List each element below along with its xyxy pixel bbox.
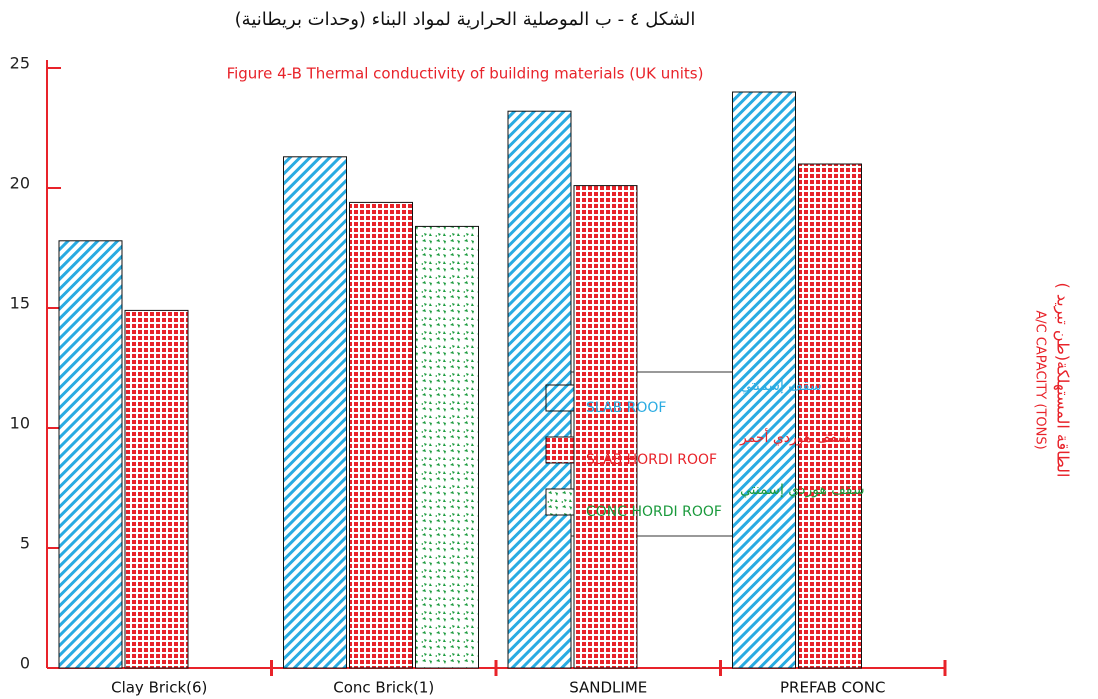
x-tick-label: Clay Brick(6) [111, 679, 207, 697]
chart-title: Figure 4-B Thermal conductivity of build… [227, 65, 704, 83]
legend-swatch [545, 436, 575, 464]
bar [124, 309, 189, 669]
x-tick-label: PREFAB CONC [780, 679, 886, 697]
y-tick-label: 15 [10, 294, 30, 313]
y-axis-label-ar: الطاقة المستهلكة(طن تبريد ) [1053, 283, 1073, 478]
legend-label-ar: سقف إسمنتي [740, 378, 822, 394]
y-tick-label: 25 [10, 54, 30, 73]
y-tick-label: 0 [20, 654, 30, 673]
chart-title-ar: الشكل ٤ - ب الموصلية الحرارية لمواد البن… [235, 9, 696, 30]
bar [58, 240, 123, 669]
legend-label-ar: سقف هوردي أحمر [739, 428, 849, 446]
legend-label: SLAB HORDI ROOF [586, 452, 717, 468]
legend-label: CONC HORDI ROOF [586, 504, 722, 520]
x-tick-label: SANDLIME [569, 679, 647, 697]
bar [573, 185, 638, 669]
legend-swatch [545, 384, 575, 412]
y-tick-label: 10 [10, 414, 30, 433]
bar [798, 163, 862, 669]
bar [732, 91, 796, 669]
y-tick-label: 20 [10, 174, 30, 193]
bar [415, 225, 479, 669]
y-axis-label: A/C CAPACITY (TONS) [1033, 310, 1048, 449]
legend-label-ar: سقف هوردي إسمنتي [740, 482, 865, 498]
bar [349, 201, 413, 669]
bar [283, 156, 347, 669]
legend-swatch [545, 488, 575, 516]
legend-label: SLAB ROOF [586, 400, 666, 416]
x-tick-label: Conc Brick(1) [333, 679, 434, 697]
y-tick-label: 5 [20, 534, 30, 553]
